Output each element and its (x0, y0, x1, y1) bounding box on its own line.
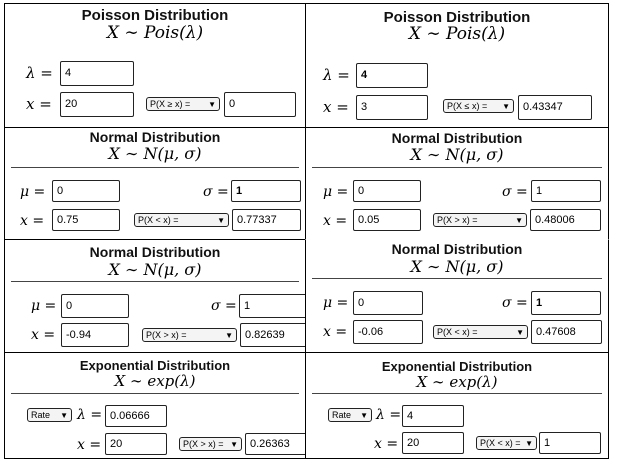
chevron-down-icon: ▼ (217, 216, 225, 225)
distribution-formula: X ∼ N(μ, σ) (410, 145, 504, 164)
probability-type-select[interactable]: P(X > x) = ▼ (142, 328, 237, 342)
mu-input[interactable]: 0 (61, 294, 129, 318)
distribution-formula: X ∼ exp(λ) (114, 372, 196, 390)
sigma-input[interactable]: 1 (239, 294, 305, 318)
panel-title: Normal Distribution (89, 244, 221, 260)
probability-type-select[interactable]: P(X < x) = ▼ (476, 436, 537, 450)
panel-title: Normal Distribution (391, 241, 523, 257)
chevron-down-icon: ▼ (60, 411, 68, 420)
x-label: x = (31, 327, 56, 343)
exponential-panel-left: Exponential Distribution X ∼ exp(λ) Rate… (4, 352, 306, 459)
mu-label: μ = (323, 295, 349, 311)
header-divider (11, 393, 299, 394)
mu-input[interactable]: 0 (353, 180, 421, 202)
mu-input[interactable]: 0 (353, 291, 423, 315)
x-label: x = (323, 213, 348, 229)
probability-result: 0.43347 (518, 95, 592, 120)
probability-type-select[interactable]: P(X ≤ x) = ▼ (443, 99, 514, 113)
probability-result: 0 (224, 92, 296, 117)
probability-result: 0.82639 (240, 323, 305, 347)
header-divider (312, 393, 602, 394)
mu-input[interactable]: 0 (52, 180, 120, 202)
mu-label: μ = (323, 184, 349, 200)
normal-panel-3: Normal Distribution X ∼ N(μ, σ) μ = 0 σ … (4, 239, 306, 353)
exponential-panel-right: Exponential Distribution X ∼ exp(λ) Rate… (305, 352, 609, 459)
probability-result: 0.26363 (245, 433, 305, 455)
lambda-label: λ = (376, 407, 402, 423)
distribution-formula: X ∼ Pois(λ) (408, 24, 506, 44)
lambda-input[interactable]: 4 (60, 61, 134, 86)
probability-type-select[interactable]: P(X < x) = ▼ (433, 325, 528, 339)
chevron-down-icon: ▼ (230, 440, 238, 449)
x-input[interactable]: -0.94 (61, 323, 129, 347)
header-divider (11, 167, 299, 168)
poisson-panel-left: Poisson Distribution X ∼ Pois(λ) λ = 4 x… (4, 3, 306, 128)
chevron-down-icon: ▼ (360, 411, 368, 420)
header-divider (312, 278, 602, 279)
chevron-down-icon: ▼ (208, 100, 216, 109)
probability-type-select[interactable]: P(X ≥ x) = ▼ (146, 97, 220, 111)
lambda-label: λ = (26, 64, 53, 82)
x-input[interactable]: 20 (402, 432, 464, 454)
sigma-label: σ = (203, 184, 229, 200)
distribution-formula: X ∼ N(μ, σ) (108, 144, 202, 163)
lambda-label: λ = (77, 407, 103, 423)
chevron-down-icon: ▼ (225, 331, 233, 340)
normal-panel-4: Normal Distribution X ∼ N(μ, σ) μ = 0 σ … (305, 239, 609, 353)
distribution-formula: X ∼ Pois(λ) (106, 23, 204, 43)
rate-mode-select[interactable]: Rate ▼ (328, 408, 372, 422)
probability-result: 0.47608 (531, 320, 602, 344)
chevron-down-icon: ▼ (525, 439, 533, 448)
lambda-input[interactable]: 0.06666 (105, 405, 167, 427)
x-label: x = (77, 437, 102, 453)
mu-label: μ = (20, 184, 46, 200)
probability-type-select[interactable]: P(X > x) = ▼ (433, 213, 527, 227)
poisson-panel-right: Poisson Distribution X ∼ Pois(λ) λ = 4 x… (305, 3, 609, 128)
x-label: x = (323, 324, 348, 340)
x-input[interactable]: 0.75 (52, 209, 120, 231)
probability-result: 0.77337 (232, 209, 301, 231)
probability-result: 1 (539, 432, 601, 454)
panel-title: Poisson Distribution (81, 7, 229, 24)
panel-title: Exponential Distribution (381, 359, 533, 374)
x-input[interactable]: -0.06 (353, 320, 423, 344)
sigma-input[interactable]: 1 (531, 291, 601, 315)
chevron-down-icon: ▼ (516, 328, 524, 337)
lambda-label: λ = (323, 66, 350, 84)
x-label: x = (26, 95, 52, 113)
lambda-input[interactable]: 4 (402, 405, 464, 427)
x-input[interactable]: 3 (356, 95, 428, 120)
sigma-label: σ = (502, 184, 528, 200)
x-label: x = (323, 98, 349, 116)
panel-title: Exponential Distribution (79, 358, 231, 373)
x-label: x = (20, 213, 45, 229)
header-divider (11, 281, 299, 282)
normal-panel-2: Normal Distribution X ∼ N(μ, σ) μ = 0 σ … (305, 127, 609, 240)
x-input[interactable]: 20 (105, 433, 167, 455)
panel-title: Normal Distribution (391, 130, 523, 146)
sigma-input[interactable]: 1 (231, 180, 301, 202)
normal-panel-1: Normal Distribution X ∼ N(μ, σ) μ = 0 σ … (4, 127, 306, 240)
x-label: x = (374, 436, 399, 452)
sigma-label: σ = (502, 295, 528, 311)
distribution-formula: X ∼ exp(λ) (416, 373, 498, 391)
chevron-down-icon: ▼ (502, 102, 510, 111)
sigma-input[interactable]: 1 (531, 180, 601, 202)
panel-title: Poisson Distribution (383, 9, 531, 26)
probability-result: 0.48006 (530, 209, 601, 231)
chevron-down-icon: ▼ (515, 216, 523, 225)
panel-title: Normal Distribution (89, 129, 221, 145)
x-input[interactable]: 0.05 (353, 209, 421, 231)
header-divider (312, 167, 602, 168)
lambda-input[interactable]: 4 (356, 63, 428, 88)
distribution-formula: X ∼ N(μ, σ) (108, 260, 202, 279)
rate-mode-select[interactable]: Rate ▼ (27, 408, 72, 422)
probability-type-select[interactable]: P(X > x) = ▼ (179, 437, 242, 451)
probability-type-select[interactable]: P(X < x) = ▼ (134, 213, 229, 227)
x-input[interactable]: 20 (60, 92, 134, 117)
mu-label: μ = (31, 298, 57, 314)
sigma-label: σ = (211, 298, 237, 314)
distribution-formula: X ∼ N(μ, σ) (410, 257, 504, 276)
